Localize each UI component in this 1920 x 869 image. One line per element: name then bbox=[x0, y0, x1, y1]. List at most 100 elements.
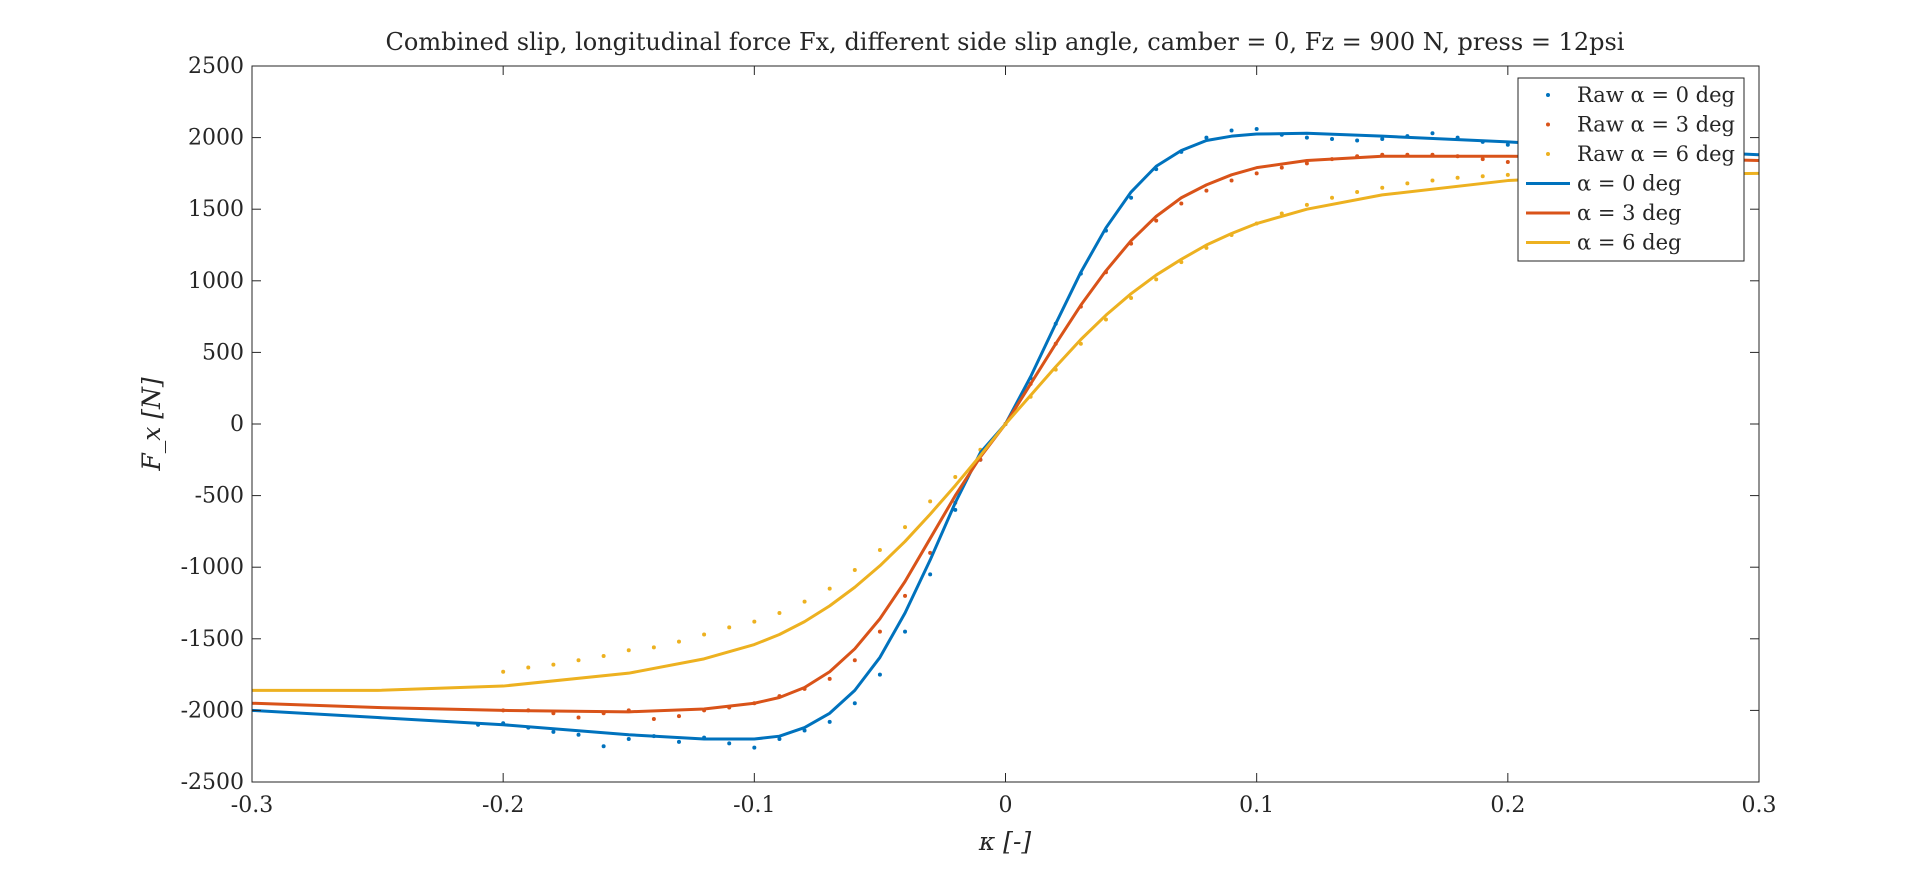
legend-marker bbox=[1546, 152, 1550, 156]
data-point bbox=[1505, 159, 1510, 164]
plot-area: -0.3 -0.2 -0.1 0 0.1 0.2 0.3 2500 2000 1500 1000 50… bbox=[181, 54, 1777, 818]
data-point bbox=[1480, 174, 1485, 179]
legend-box bbox=[1517, 77, 1745, 262]
data-point bbox=[852, 568, 857, 573]
data-point bbox=[1229, 128, 1234, 133]
legend-label: Raw α = 6 deg bbox=[1577, 142, 1735, 166]
x-tick-label: -0.2 bbox=[482, 793, 524, 818]
data-point bbox=[1355, 190, 1360, 195]
y-tick-label: 500 bbox=[202, 340, 244, 365]
x-tick-label: -0.3 bbox=[231, 793, 273, 818]
data-point bbox=[827, 586, 832, 591]
data-point bbox=[953, 507, 958, 512]
legend-entry: Raw α = 3 deg bbox=[1546, 113, 1735, 137]
x-tick-label: 0.1 bbox=[1239, 793, 1274, 818]
data-point bbox=[626, 737, 631, 742]
data-point bbox=[1254, 127, 1259, 132]
legend-entry: Raw α = 0 deg bbox=[1546, 83, 1735, 107]
legend-entry: α = 0 deg bbox=[1526, 172, 1681, 196]
data-point bbox=[1304, 135, 1309, 140]
data-point bbox=[1078, 341, 1083, 346]
data-point bbox=[601, 744, 606, 749]
data-point bbox=[1330, 195, 1335, 200]
data-point bbox=[1279, 211, 1284, 216]
y-tick-label: 1000 bbox=[188, 269, 244, 294]
legend-entry: α = 3 deg bbox=[1526, 201, 1681, 225]
axes-layer: -0.3 -0.2 -0.1 0 0.1 0.2 0.3 2500 2000 1500 1000 50… bbox=[181, 54, 1777, 818]
x-tick-label: -0.1 bbox=[733, 793, 775, 818]
data-point bbox=[676, 714, 681, 719]
y-tick-label: -2500 bbox=[181, 770, 244, 795]
data-point bbox=[702, 632, 707, 637]
data-point bbox=[651, 645, 656, 650]
data-point bbox=[777, 611, 782, 616]
data-point bbox=[1204, 135, 1209, 140]
series-layer bbox=[251, 127, 1760, 750]
data-point bbox=[551, 729, 556, 734]
legend-label: Raw α = 0 deg bbox=[1577, 83, 1735, 107]
data-point bbox=[1179, 201, 1184, 206]
data-point bbox=[1279, 165, 1284, 170]
data-point bbox=[752, 745, 757, 750]
legend-entry: α = 6 deg bbox=[1526, 231, 1681, 255]
y-tick-label: 2000 bbox=[188, 126, 244, 151]
legend-label: Raw α = 3 deg bbox=[1577, 113, 1735, 137]
data-point bbox=[727, 741, 732, 746]
data-point bbox=[1129, 295, 1134, 300]
y-tick-label: -1000 bbox=[181, 555, 244, 580]
data-point bbox=[903, 525, 908, 530]
data-point bbox=[877, 629, 882, 634]
data-point bbox=[1380, 137, 1385, 142]
y-tick-label: 2500 bbox=[188, 54, 244, 79]
data-point bbox=[802, 599, 807, 604]
x-tick-label: 0 bbox=[999, 793, 1013, 818]
data-point bbox=[1304, 161, 1309, 166]
data-point bbox=[928, 499, 933, 504]
data-point bbox=[1229, 178, 1234, 183]
series-5 bbox=[252, 171, 1760, 692]
data-point bbox=[1355, 138, 1360, 143]
legend-label: α = 3 deg bbox=[1577, 201, 1681, 225]
data-point bbox=[576, 732, 581, 737]
data-point bbox=[1430, 131, 1435, 136]
y-axis-label: F_x [N] bbox=[137, 377, 166, 472]
data-point bbox=[626, 648, 631, 653]
data-point bbox=[1330, 137, 1335, 142]
data-point bbox=[576, 715, 581, 720]
y-tick-label: 1500 bbox=[188, 197, 244, 222]
data-point bbox=[1204, 188, 1209, 193]
y-tick-label: -500 bbox=[195, 484, 244, 509]
data-point bbox=[1380, 185, 1385, 190]
data-point bbox=[903, 629, 908, 634]
data-point bbox=[1430, 178, 1435, 183]
data-point bbox=[827, 719, 832, 724]
data-point bbox=[576, 658, 581, 663]
legend-marker bbox=[1546, 93, 1550, 97]
data-point bbox=[752, 619, 757, 624]
data-point bbox=[877, 672, 882, 677]
y-tick-label: -1500 bbox=[181, 627, 244, 652]
data-point bbox=[651, 716, 656, 721]
data-point bbox=[827, 676, 832, 681]
data-point bbox=[777, 737, 782, 742]
data-point bbox=[852, 658, 857, 663]
data-point bbox=[1129, 195, 1134, 200]
x-axis-label: κ [-] bbox=[978, 827, 1032, 856]
data-point bbox=[1480, 157, 1485, 162]
data-point bbox=[1103, 317, 1108, 322]
data-point bbox=[953, 474, 958, 479]
x-tick-label: 0.2 bbox=[1490, 793, 1525, 818]
data-point bbox=[676, 739, 681, 744]
data-point bbox=[852, 701, 857, 706]
data-point bbox=[727, 625, 732, 630]
chart-title: Combined slip, longitudinal force Fx, di… bbox=[386, 28, 1625, 56]
data-point bbox=[928, 572, 933, 577]
legend-marker bbox=[1546, 122, 1550, 127]
data-point bbox=[877, 548, 882, 553]
data-point bbox=[676, 639, 681, 644]
y-tick-label: 0 bbox=[230, 412, 244, 437]
data-point bbox=[526, 665, 531, 670]
data-point bbox=[1505, 172, 1510, 177]
data-point bbox=[551, 662, 556, 667]
